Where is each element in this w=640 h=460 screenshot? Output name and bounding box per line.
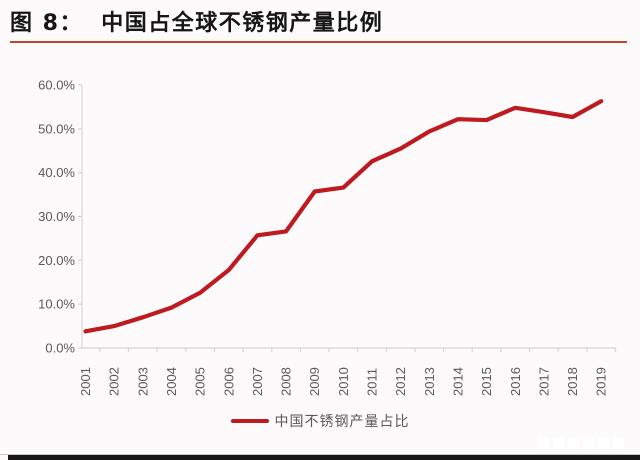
series-line-china-share	[83, 99, 604, 334]
bottom-edge-bar	[8, 455, 640, 460]
x-axis-tick-label: 2003	[135, 367, 150, 396]
watermark-glyph	[613, 437, 624, 449]
x-axis-tick-label: 2008	[279, 367, 294, 396]
x-axis-tick-label: 2011	[365, 368, 380, 396]
x-axis-tick-label: 2009	[307, 367, 322, 396]
x-axis-tick-label: 2012	[393, 367, 408, 396]
x-axis-tick-label: 2010	[336, 367, 351, 396]
y-axis-tick-label: 0.0%	[45, 341, 75, 356]
title-underline-rule	[10, 41, 627, 43]
watermark-glyph	[538, 437, 549, 449]
y-axis-tick-label: 20.0%	[38, 253, 75, 268]
x-axis-tick-label: 2005	[193, 367, 208, 396]
x-axis-tick-label: 2014	[450, 367, 465, 396]
legend-line-swatch	[230, 419, 269, 423]
x-axis-tick-label: 2017	[536, 367, 551, 396]
x-axis-tick-label: 2013	[422, 367, 437, 396]
x-axis-tick-label: 2019	[594, 367, 609, 396]
figure-title: 图 8： 中国占全球不锈钢产量比例	[10, 11, 384, 36]
watermark-glyph	[583, 437, 594, 449]
x-axis-tick-label: 2001	[78, 367, 93, 396]
watermark	[538, 437, 624, 449]
watermark-glyph	[553, 437, 564, 449]
x-axis-tick-label: 2018	[565, 367, 580, 396]
y-axis-tick-label: 60.0%	[38, 78, 75, 93]
x-axis-tick-label: 2006	[221, 367, 236, 396]
x-axis-tick-label: 2007	[250, 367, 265, 396]
watermark-glyph	[568, 437, 579, 449]
y-axis-tick-label: 40.0%	[38, 165, 75, 180]
y-axis-tick-label: 10.0%	[38, 297, 75, 312]
bottom-hairline	[0, 454, 640, 455]
y-axis-tick-label: 30.0%	[38, 209, 75, 224]
x-axis-tick-label: 2016	[508, 367, 523, 396]
x-axis-tick-label: 2015	[479, 367, 494, 396]
legend-series-label: 中国不锈钢产量占比	[274, 414, 410, 430]
x-axis-tick-label: 2002	[107, 367, 122, 396]
chart-legend: 中国不锈钢产量占比	[0, 411, 640, 431]
watermark-glyph	[598, 437, 609, 449]
x-axis-tick-label: 2004	[164, 367, 179, 396]
y-axis-tick-label: 50.0%	[38, 121, 75, 136]
